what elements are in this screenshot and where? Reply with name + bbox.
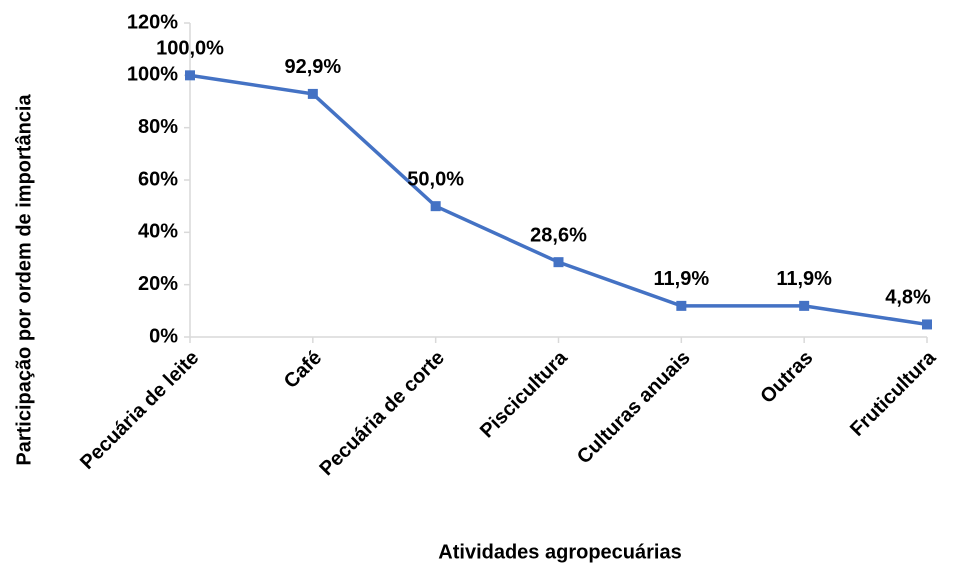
x-axis-title: Atividades agropecuárias	[438, 541, 681, 563]
x-tick-label: Café	[280, 347, 326, 393]
y-tick-label: 20%	[138, 273, 178, 295]
data-label: 92,9%	[284, 56, 341, 78]
x-tick-label: Outras	[756, 347, 817, 408]
x-tick-label: Fruticultura	[846, 346, 941, 441]
y-tick-label: 120%	[127, 11, 178, 33]
data-label: 11,9%	[654, 268, 710, 290]
point-marker	[185, 70, 195, 81]
point-marker	[553, 257, 564, 268]
point-marker	[430, 201, 441, 212]
data-label: 4,8%	[885, 287, 931, 309]
y-axis-title: Participação por ordem de importância	[13, 94, 35, 466]
y-tick-label: 40%	[138, 221, 178, 243]
x-tick-label: Pecuária de leite	[76, 347, 203, 474]
point-marker	[676, 300, 687, 311]
point-marker	[799, 300, 810, 311]
x-tick-label: Pecuária de corte	[315, 347, 448, 480]
x-tick-label: Culturas anuais	[573, 347, 695, 469]
point-marker	[922, 319, 932, 330]
data-label: 50,0%	[407, 168, 464, 190]
y-tick-label: 60%	[138, 168, 178, 190]
point-marker	[307, 88, 318, 99]
y-tick-label: 80%	[138, 116, 178, 138]
y-tick-label: 100%	[127, 64, 178, 86]
data-label: 11,9%	[776, 268, 832, 290]
data-label: 28,6%	[530, 224, 587, 246]
data-label: 100,0%	[156, 38, 224, 60]
x-tick-label: Piscicultura	[476, 346, 572, 442]
y-tick-label: 0%	[149, 325, 178, 347]
